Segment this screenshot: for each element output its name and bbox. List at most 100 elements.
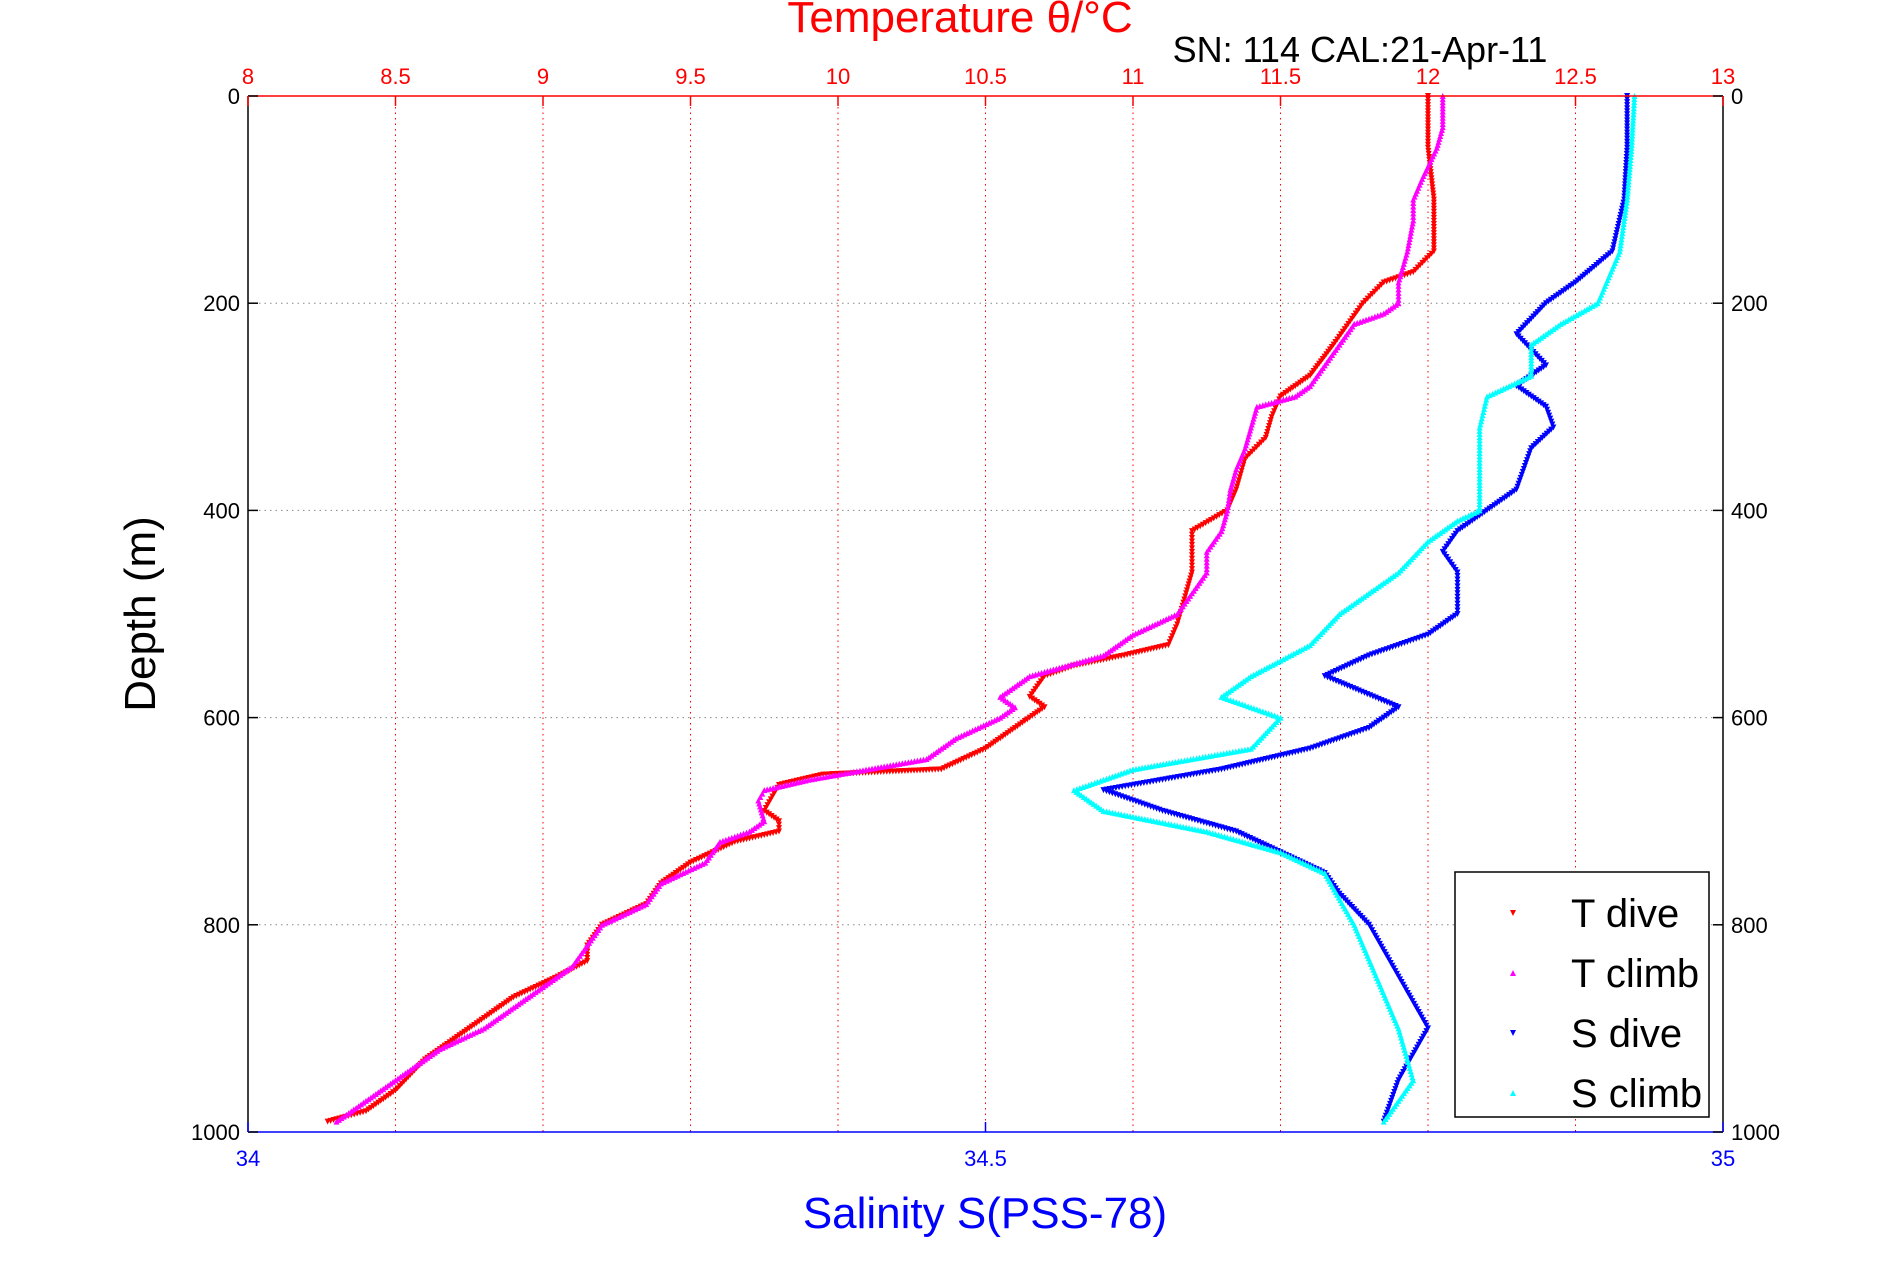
data-point-fill (1213, 513, 1220, 520)
y-tick-label: 200 (203, 291, 240, 316)
data-point-fill (483, 1013, 490, 1020)
data-point-fill (1476, 494, 1483, 501)
data-point-fill (1410, 200, 1417, 207)
data-point-fill (1368, 723, 1375, 730)
data-point-fill (1476, 437, 1483, 444)
series-t-climb (333, 93, 1446, 1125)
data-point-fill (1483, 396, 1490, 403)
y-tick-label-right: 600 (1731, 706, 1768, 731)
data-point-fill (1454, 607, 1461, 614)
data-point-fill (1189, 531, 1195, 538)
data-point-fill (1624, 190, 1631, 197)
data-point-fill (1425, 129, 1431, 136)
data-point-fill (665, 875, 672, 882)
data-point-fill (1613, 230, 1620, 237)
data-point-fill (1226, 493, 1233, 500)
data-point (1454, 569, 1461, 576)
data-point-fill (1630, 102, 1637, 109)
data-point-fill (481, 1015, 487, 1022)
data-point-fill (682, 863, 689, 870)
data-point-fill (1279, 391, 1286, 398)
data-point-fill (1619, 202, 1626, 209)
data-point-fill (1425, 141, 1431, 148)
data-point-fill (776, 821, 782, 828)
y-tick-label: 1000 (191, 1120, 240, 1145)
data-point (1395, 279, 1402, 286)
data-point-fill (773, 816, 780, 823)
data-point-fill (1439, 99, 1446, 106)
data-point-fill (1476, 485, 1483, 492)
data-point (1454, 590, 1461, 597)
data-point-fill (1429, 181, 1436, 188)
data-point-fill (1405, 242, 1412, 249)
data-point (1484, 507, 1490, 514)
data-point-fill (1547, 296, 1554, 303)
data-point-fill (1430, 214, 1437, 221)
data-point-fill (1511, 488, 1518, 495)
data-point-fill (1439, 114, 1446, 121)
data-point-fill (1203, 559, 1210, 566)
data-point-fill (1476, 434, 1483, 441)
data-point-fill (992, 738, 999, 745)
data-point-fill (1189, 541, 1195, 548)
data-point-fill (1395, 293, 1402, 300)
data-point-fill (1618, 208, 1625, 215)
legend-label: T dive (1571, 892, 1679, 936)
data-point-fill (1425, 138, 1431, 145)
data-point-fill (1619, 227, 1626, 234)
data-point-fill (1429, 184, 1436, 191)
y-axis-title: Depth (m) (116, 516, 165, 712)
data-point-fill (1630, 114, 1637, 121)
data-point-fill (1550, 295, 1557, 302)
data-point-fill (1629, 120, 1636, 127)
data-point-fill (1002, 731, 1009, 738)
data-point (1476, 465, 1483, 472)
data-point-fill (1540, 402, 1547, 409)
data-point-fill (1430, 233, 1437, 240)
data-point-fill (1471, 516, 1478, 523)
data-point (1572, 279, 1579, 286)
data-point-fill (1024, 716, 1031, 723)
data-point-fill (1493, 500, 1500, 507)
data-point-fill (1624, 187, 1631, 194)
data-point-fill (1565, 284, 1572, 291)
data-point-fill (1629, 123, 1636, 130)
data-point-fill (1236, 474, 1243, 481)
data-point-fill (1562, 286, 1569, 293)
data-point-fill (1624, 193, 1631, 200)
data-point-fill (1627, 160, 1634, 167)
data-point-fill (1631, 99, 1638, 106)
data-point-fill (1452, 612, 1459, 619)
data-point-fill (1503, 493, 1510, 500)
data-point-fill (1528, 354, 1535, 361)
data-point (1454, 611, 1461, 617)
legend-label: T climb (1571, 952, 1699, 996)
data-point-fill (1197, 523, 1204, 530)
data-point-fill (984, 743, 991, 750)
data-point (392, 1087, 399, 1094)
data-point-fill (453, 1034, 460, 1041)
data-point-fill (1454, 573, 1461, 580)
data-point-fill (1624, 105, 1631, 112)
data-point-fill (387, 1091, 394, 1098)
data-point (1410, 217, 1417, 224)
data-point-fill (1478, 418, 1485, 425)
data-point-fill (1235, 480, 1242, 487)
grid (248, 96, 1723, 1132)
data-point-fill (1294, 381, 1301, 388)
data-point-fill (1430, 236, 1437, 243)
data-point-fill (1528, 360, 1535, 367)
data-point-fill (1235, 477, 1242, 484)
salinity-tick-label: 34 (236, 1146, 260, 1171)
data-point-fill (367, 1104, 374, 1111)
data-point-fill (1189, 552, 1195, 559)
data-point-fill (1621, 217, 1628, 224)
data-point-fill (1528, 363, 1535, 370)
data-point-fill (1380, 714, 1387, 721)
data-point-fill (390, 1089, 397, 1096)
data-point-fill (1189, 535, 1195, 542)
data-point-fill (1486, 505, 1493, 512)
data-point-fill (1625, 184, 1632, 191)
data-point-fill (503, 999, 510, 1006)
data-point-fill (1518, 386, 1525, 393)
